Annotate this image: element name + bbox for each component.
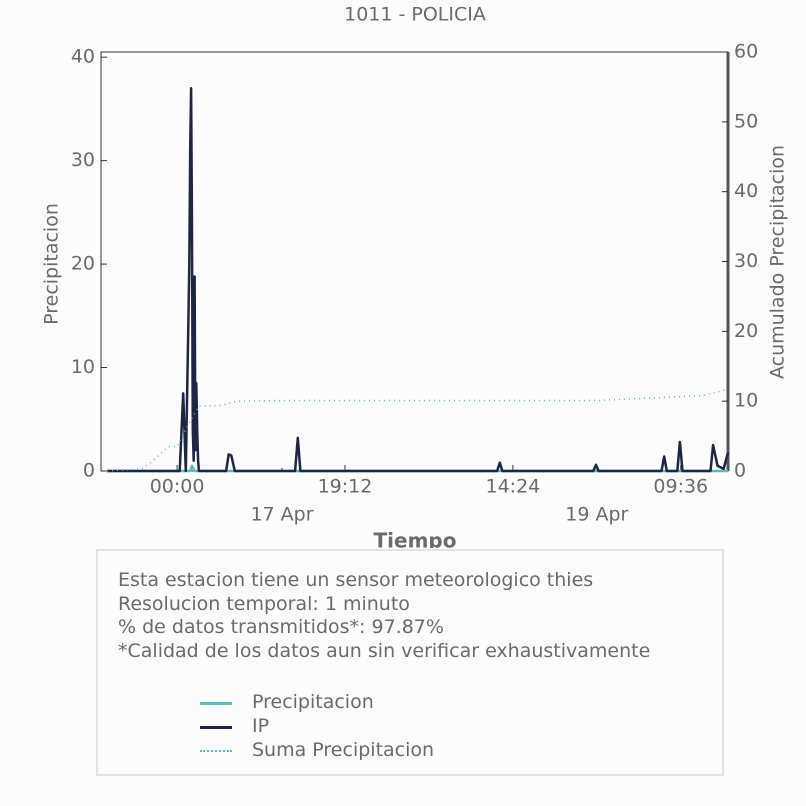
x-tick-label: 14:24 bbox=[485, 476, 540, 498]
info-line: *Calidad de los datos aun sin verificar … bbox=[118, 639, 651, 662]
legend-label: Suma Precipitacion bbox=[252, 739, 435, 761]
y-axis-label: Precipitacion bbox=[41, 203, 63, 325]
y2-tick-label: 60 bbox=[734, 41, 758, 63]
legend-label: Precipitacion bbox=[252, 691, 374, 713]
y-tick-label: 40 bbox=[71, 46, 95, 68]
info-text: Esta estacion tiene un sensor meteorolog… bbox=[118, 569, 650, 663]
y2-tick-label: 40 bbox=[734, 180, 758, 202]
y2-tick-label: 10 bbox=[734, 390, 758, 412]
legend-swatch bbox=[200, 750, 232, 752]
x-tick-label: 09:36 bbox=[653, 476, 708, 498]
x-tick-label: 00:00 bbox=[150, 476, 205, 498]
info-box: Esta estacion tiene un sensor meteorolog… bbox=[96, 549, 724, 776]
series-line bbox=[107, 86, 730, 473]
x-tick-label: 19:12 bbox=[318, 476, 373, 498]
y2-tick-label: 50 bbox=[734, 110, 758, 132]
y2-tick-label: 20 bbox=[734, 320, 758, 342]
y2-tick-label: 0 bbox=[734, 460, 746, 482]
y-tick-label: 30 bbox=[71, 149, 95, 171]
info-line: % de datos transmitidos*: 97.87% bbox=[118, 616, 444, 638]
series-line bbox=[107, 388, 729, 472]
info-line: Esta estacion tiene un sensor meteorolog… bbox=[118, 569, 594, 591]
info-line: Resolucion temporal: 1 minuto bbox=[118, 592, 410, 615]
y-tick-label: 0 bbox=[83, 460, 95, 482]
x-axis-label: Tiempo bbox=[374, 529, 457, 549]
legend-label: IP bbox=[252, 715, 270, 737]
y-tick-label: 20 bbox=[71, 253, 95, 275]
legend-swatch bbox=[200, 726, 232, 729]
x-minor-tick-label: 19 Apr bbox=[565, 504, 628, 526]
chart: 1011 - POLICIA Tiempo Precipitacion Acum… bbox=[41, 4, 789, 549]
legend-swatch bbox=[200, 702, 232, 705]
chart-title: 1011 - POLICIA bbox=[344, 4, 486, 26]
y2-axis-label: Acumulado Precipitacion bbox=[767, 145, 789, 379]
x-minor-tick-label: 17 Apr bbox=[250, 504, 313, 526]
y2-tick-label: 30 bbox=[734, 250, 758, 272]
y-tick-label: 10 bbox=[71, 356, 95, 378]
